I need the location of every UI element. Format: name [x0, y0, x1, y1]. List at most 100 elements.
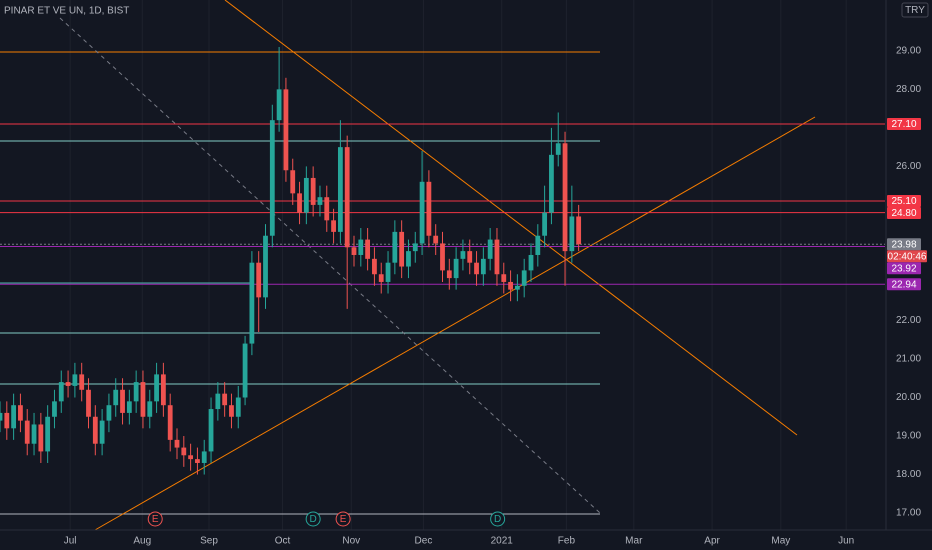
event-marker [305, 511, 321, 527]
candle-body [160, 374, 166, 406]
candle-body [52, 401, 57, 417]
candle-body [508, 281, 513, 290]
price-axis [886, 0, 932, 550]
candle-body [317, 197, 323, 205]
x-tick-label: Mar [625, 536, 643, 547]
candle-body [120, 389, 125, 413]
candle-body [249, 262, 255, 344]
candle-body [229, 405, 234, 417]
candle-body [351, 247, 357, 255]
candle-body [126, 401, 132, 413]
candle-body [480, 258, 486, 275]
candle-body [0, 412, 3, 421]
candle-body [65, 382, 71, 386]
candle-body [45, 416, 51, 452]
x-tick-label: Sep [200, 536, 218, 547]
price-label-box [887, 262, 921, 275]
candle-body [412, 243, 418, 252]
trend-line [94, 116, 816, 531]
candle-body [201, 451, 207, 463]
event-label: E [152, 514, 159, 525]
trend-line [59, 17, 601, 514]
candle-body [385, 262, 391, 282]
candle-body [372, 258, 377, 275]
candle-body [331, 220, 336, 232]
candle-body [562, 143, 568, 252]
candle-body [290, 170, 296, 194]
y-tick-label: 20.00 [896, 392, 921, 403]
candle-body [283, 89, 289, 171]
candle-body [399, 231, 405, 267]
candle-body [113, 389, 119, 406]
event-label: D [494, 514, 501, 525]
candle-body [256, 262, 262, 298]
candle-body [487, 239, 493, 259]
candle-body [521, 270, 527, 286]
x-tick-label: May [771, 536, 790, 547]
countdown-box [887, 250, 927, 263]
drawings [0, 0, 816, 531]
price-label-box [887, 195, 921, 208]
candle-body [555, 143, 561, 155]
candle-body [392, 231, 398, 263]
chart-title: PINAR ET VE UN, 1D, BIST [4, 6, 129, 17]
candle-body [140, 382, 146, 417]
event-marker [147, 511, 163, 527]
candle-body [440, 243, 445, 271]
candle-body [576, 216, 582, 245]
currency-box[interactable] [901, 2, 929, 18]
candle-body [188, 455, 194, 460]
candle-body [324, 197, 330, 221]
candle-body [303, 177, 309, 213]
candle-body [263, 235, 268, 298]
candle-body [181, 447, 187, 456]
candle-body [378, 274, 384, 282]
candle-body [514, 285, 520, 290]
candle-body [365, 239, 371, 259]
candle-body [235, 397, 241, 417]
candle-body [154, 374, 159, 402]
x-tick-label: 2021 [491, 536, 514, 547]
x-tick-label: Nov [342, 536, 360, 547]
candle-body [297, 193, 302, 213]
price-label: 23.92 [891, 263, 916, 274]
y-tick-label: 17.00 [896, 508, 921, 519]
price-label-box [887, 207, 921, 220]
candle-body [99, 420, 105, 444]
y-tick-label: 21.00 [896, 354, 921, 365]
price-label: 22.94 [891, 279, 916, 290]
trend-line [224, 0, 798, 436]
y-tick-label: 19.00 [896, 431, 921, 442]
x-tick-label: Jul [64, 536, 77, 547]
candle-body [569, 216, 575, 252]
x-tick-label: Jun [838, 536, 854, 547]
candle-body [242, 343, 248, 398]
candle-body [79, 374, 85, 390]
candle-body [344, 147, 350, 248]
y-tick-label: 29.00 [896, 45, 921, 56]
price-label-box [887, 238, 921, 251]
event-label: D [310, 514, 317, 525]
currency[interactable]: TRY [905, 5, 925, 16]
y-tick-label: 22.00 [896, 315, 921, 326]
candle-body [106, 405, 112, 421]
event-marker [335, 511, 351, 527]
candle-body [542, 212, 548, 236]
x-tick-label: Aug [133, 536, 151, 547]
x-tick-label: Oct [275, 536, 291, 547]
candle-body [18, 405, 23, 421]
candle-body [24, 420, 30, 444]
countdown: 02:40:46 [888, 251, 927, 262]
candle-body [167, 405, 173, 440]
candle-body [208, 409, 214, 452]
price-label: 24.80 [891, 208, 916, 219]
candle-body [535, 235, 541, 255]
candle-body [426, 181, 432, 236]
candle-body [310, 177, 316, 205]
candle-body [222, 393, 228, 406]
candle-body [92, 416, 98, 444]
candle-body [406, 251, 411, 267]
